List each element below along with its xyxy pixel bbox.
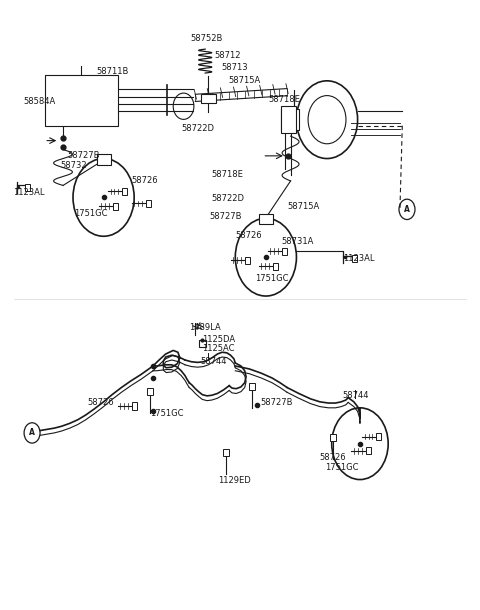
Text: 58722D: 58722D (181, 124, 214, 133)
FancyBboxPatch shape (366, 447, 371, 454)
FancyBboxPatch shape (273, 262, 278, 270)
FancyBboxPatch shape (282, 248, 288, 255)
Text: 58712: 58712 (214, 51, 240, 60)
Text: 58727B: 58727B (260, 398, 293, 407)
Text: A: A (404, 205, 410, 214)
Text: 1123AL: 1123AL (13, 188, 45, 197)
Text: A: A (29, 428, 35, 437)
Text: 58732: 58732 (60, 161, 87, 170)
FancyBboxPatch shape (199, 340, 205, 347)
Text: 58722D: 58722D (212, 194, 245, 203)
FancyBboxPatch shape (113, 203, 118, 210)
Text: 1129ED: 1129ED (218, 476, 251, 485)
Text: 58584A: 58584A (24, 97, 56, 106)
FancyBboxPatch shape (146, 200, 151, 207)
Text: 1123AL: 1123AL (344, 254, 375, 263)
Text: 58711B: 58711B (96, 67, 129, 76)
Text: 58727B: 58727B (67, 151, 99, 160)
Text: 1751GC: 1751GC (150, 409, 183, 418)
Text: 1125AC: 1125AC (203, 343, 235, 353)
Text: 58713: 58713 (221, 63, 248, 72)
Text: 58726: 58726 (87, 398, 114, 407)
Text: 58726: 58726 (319, 453, 346, 462)
Text: 58752B: 58752B (191, 35, 223, 43)
Text: 58744: 58744 (343, 392, 369, 400)
FancyBboxPatch shape (202, 94, 216, 103)
FancyBboxPatch shape (330, 434, 336, 440)
Text: 58726: 58726 (132, 176, 158, 185)
FancyBboxPatch shape (245, 257, 250, 264)
FancyBboxPatch shape (96, 154, 110, 165)
FancyBboxPatch shape (45, 75, 118, 126)
Text: 1751GC: 1751GC (255, 274, 288, 282)
FancyBboxPatch shape (281, 109, 299, 130)
FancyBboxPatch shape (259, 214, 273, 224)
FancyBboxPatch shape (249, 384, 254, 390)
Text: 58718E: 58718E (268, 95, 300, 104)
Text: 1125DA: 1125DA (203, 334, 236, 343)
FancyBboxPatch shape (223, 449, 228, 456)
FancyBboxPatch shape (25, 184, 30, 191)
Text: 58718E: 58718E (212, 170, 244, 179)
Text: 58744: 58744 (200, 357, 227, 365)
Text: 1751GC: 1751GC (74, 209, 108, 218)
Text: 58715A: 58715A (228, 76, 261, 85)
FancyBboxPatch shape (147, 388, 153, 395)
Text: 58727B: 58727B (209, 212, 242, 221)
Text: 58726: 58726 (235, 231, 262, 240)
FancyBboxPatch shape (352, 254, 357, 262)
FancyBboxPatch shape (122, 188, 128, 195)
Text: 58731A: 58731A (281, 237, 314, 246)
Text: 1489LA: 1489LA (189, 323, 221, 332)
FancyBboxPatch shape (132, 403, 137, 410)
FancyBboxPatch shape (281, 106, 296, 133)
FancyBboxPatch shape (376, 433, 382, 440)
Text: 58715A: 58715A (287, 202, 319, 211)
Text: 1751GC: 1751GC (324, 463, 358, 472)
